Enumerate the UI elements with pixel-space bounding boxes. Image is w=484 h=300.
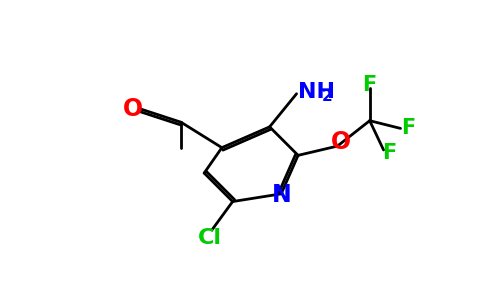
Text: O: O bbox=[123, 97, 143, 121]
Text: F: F bbox=[383, 143, 397, 163]
Text: F: F bbox=[363, 74, 377, 94]
Text: F: F bbox=[401, 118, 415, 138]
Text: Cl: Cl bbox=[198, 228, 222, 248]
Text: NH: NH bbox=[298, 82, 335, 102]
Text: N: N bbox=[272, 183, 292, 207]
Text: 2: 2 bbox=[322, 88, 333, 104]
Text: O: O bbox=[331, 130, 350, 154]
